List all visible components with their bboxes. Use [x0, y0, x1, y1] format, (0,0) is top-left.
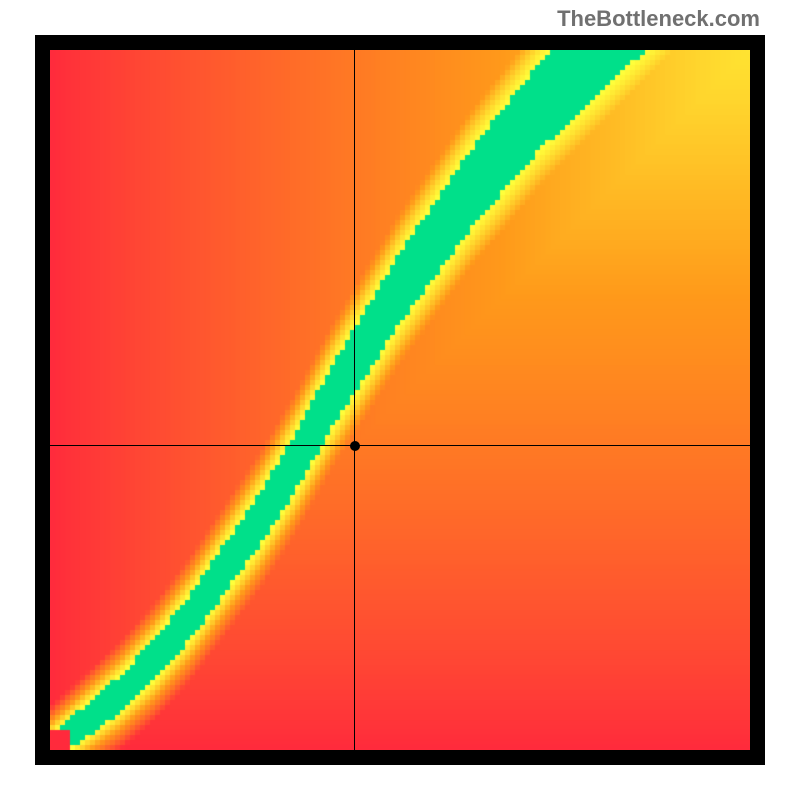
plot-frame: [35, 35, 765, 765]
crosshair-horizontal: [50, 445, 750, 446]
crosshair-vertical: [354, 50, 355, 750]
watermark-text: TheBottleneck.com: [557, 6, 760, 32]
plot-inner: [50, 50, 750, 750]
crosshair-marker: [350, 441, 360, 451]
heatmap-canvas: [50, 50, 750, 750]
